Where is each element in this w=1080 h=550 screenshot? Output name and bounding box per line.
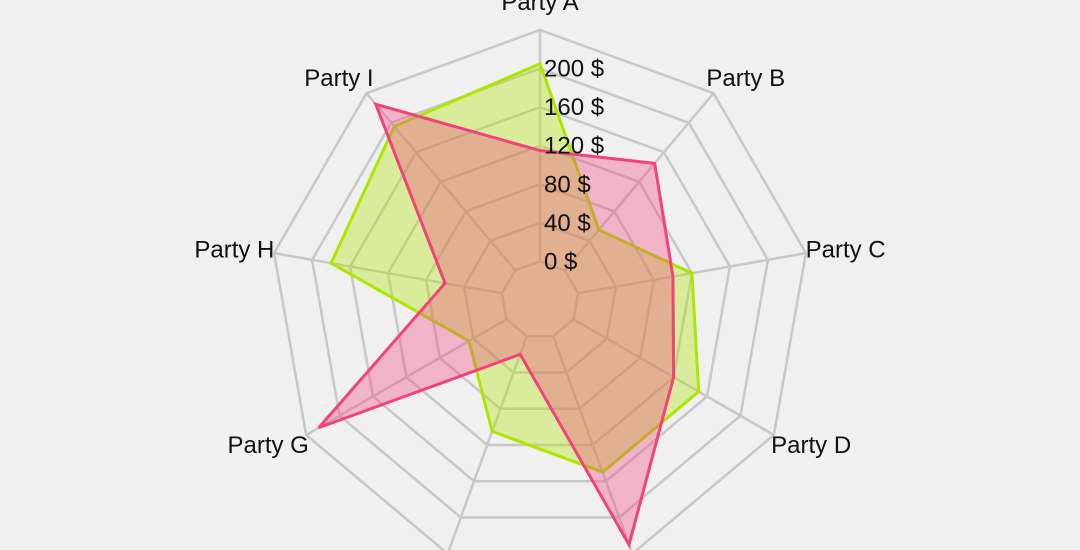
tick-label-3: 120 $ xyxy=(544,133,604,160)
spoke-6 xyxy=(305,318,508,437)
tick-label-4: 160 $ xyxy=(544,94,604,121)
spoke-5 xyxy=(447,335,528,550)
spoke-1 xyxy=(563,92,715,272)
category-label-party-a: Party A xyxy=(501,0,578,16)
radial-tick-labels: 0 $ 40 $ 80 $ 120 $ 160 $ 200 $ xyxy=(544,56,604,276)
grid-ring-0 xyxy=(500,260,580,338)
category-label-party-d: Party D xyxy=(771,432,851,459)
grid-ring-6 xyxy=(272,28,808,550)
category-label-party-b: Party B xyxy=(706,65,785,92)
category-label-party-g: Party G xyxy=(227,432,308,459)
grid-ring-1 xyxy=(462,221,618,374)
radar-series xyxy=(317,61,701,549)
spoke-4 xyxy=(552,335,633,550)
grid-ring-4 xyxy=(348,105,732,483)
tick-label-0: 0 $ xyxy=(544,248,577,275)
spoke-7 xyxy=(273,251,503,295)
tick-label-5: 200 $ xyxy=(544,56,604,83)
tick-label-1: 40 $ xyxy=(544,210,591,237)
category-label-party-i: Party I xyxy=(304,65,373,92)
tick-label-2: 80 $ xyxy=(544,171,591,198)
series-1-area xyxy=(329,61,701,474)
grid-ring-5 xyxy=(310,67,770,519)
spoke-8 xyxy=(365,92,517,272)
series-2-area xyxy=(317,101,676,549)
category-label-party-c: Party C xyxy=(806,237,886,264)
category-label-party-h: Party H xyxy=(194,237,274,264)
